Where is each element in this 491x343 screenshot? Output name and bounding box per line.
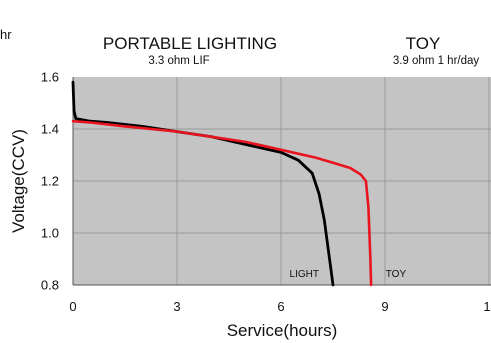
x-tick-label: 9 — [381, 299, 388, 314]
axis-ticks: 0 3 6 9 1 0.8 1.0 1.2 1.4 1.6 — [41, 70, 491, 315]
y-tick-label: 1.2 — [41, 174, 59, 189]
x-tick-label: 1 — [483, 299, 490, 314]
y-tick-label: 0.8 — [41, 278, 59, 293]
series-label-light: LIGHT — [290, 269, 319, 280]
x-tick-label: 6 — [277, 299, 284, 314]
subtitle-lighting: 3.3 ohm LIF — [148, 55, 209, 67]
series-label-toy: TOY — [386, 269, 407, 280]
series-line-light — [71, 80, 335, 287]
y-tick-label: 1.4 — [41, 122, 59, 137]
series-lines — [71, 80, 373, 287]
x-tick-label: 3 — [173, 299, 180, 314]
x-axis-title: Service(hours) — [227, 321, 338, 340]
x-tick-label: 0 — [69, 299, 76, 314]
y-axis-title: Voltage(CCV) — [9, 129, 28, 233]
series-line-toy — [71, 119, 373, 287]
y-tick-label: 1.6 — [41, 70, 59, 85]
y-tick-label: 1.0 — [41, 226, 59, 241]
curve-labels: LIGHT TOY — [290, 269, 407, 280]
title-toy: TOY — [406, 34, 441, 53]
corner-text: hr — [0, 27, 12, 42]
subtitle-toy: 3.9 ohm 1 hr/day — [393, 55, 480, 67]
title-lighting: PORTABLE LIGHTING — [103, 34, 277, 53]
